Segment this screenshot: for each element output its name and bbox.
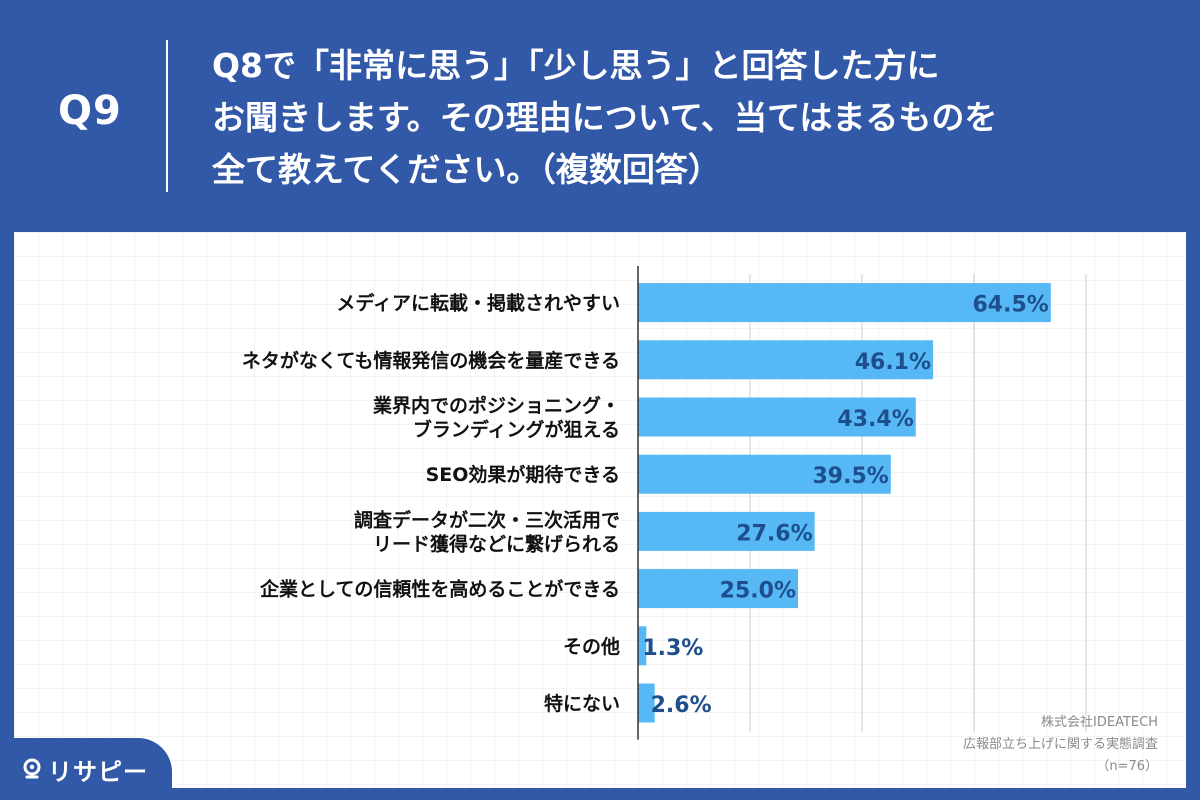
question-line: Q8で「非常に思う」「少し思う」と回答した方に (212, 46, 940, 85)
question-number: Q9 (58, 88, 122, 134)
bar-chart: 64.5% メディアに転載・掲載されやすい 46.1% ネタがなくても情報発信の機会を… (242, 266, 1087, 740)
value-label: 64.5% (972, 293, 1048, 318)
bar (638, 397, 916, 437)
category-label: 企業としての信頼性を高めることができる (259, 578, 620, 601)
credit-sample: （n=76） (1096, 759, 1158, 774)
question-line: お聞きします。その理由について、当てはまるものを (212, 98, 998, 137)
value-label: 27.6% (736, 521, 812, 546)
value-label: 25.0% (720, 579, 796, 604)
question-line: 全て教えてください。（複数回答） (212, 150, 721, 189)
logo-inner: リサピー (22, 752, 148, 787)
credit: 株式会社IDEATECH 広報部立ち上げに関する実態調査 （n=76） (963, 712, 1158, 778)
bar (638, 454, 891, 494)
category-label: ネタがなくても情報発信の機会を量産できる (242, 349, 620, 372)
category-label: SEO効果が期待できる (426, 463, 620, 486)
bar (638, 626, 647, 666)
chart-panel: 64.5% メディアに転載・掲載されやすい 46.1% ネタがなくても情報発信の機会を… (14, 232, 1186, 788)
credit-survey: 広報部立ち上げに関する実態調査 (962, 737, 1158, 752)
header: Q9 Q8で「非常に思う」「少し思う」と回答した方に お聞きします。その理由につ… (0, 0, 1200, 232)
credit-company: 株式会社IDEATECH (1041, 715, 1158, 730)
value-label: 1.3% (642, 636, 703, 661)
category-label: 業界内でのポジショニング・ (372, 394, 620, 417)
value-label: 43.4% (837, 407, 913, 432)
header-divider (166, 40, 168, 192)
bar (638, 569, 798, 609)
value-label: 39.5% (812, 464, 888, 489)
category-label: メディアに転載・掲載されやすい (336, 292, 620, 315)
pin-icon (23, 758, 41, 778)
logo-text: リサピー (48, 758, 148, 786)
bar (638, 283, 1051, 323)
bar (638, 511, 815, 551)
question-text: Q8で「非常に思う」「少し思う」と回答した方に お聞きします。その理由について、… (212, 40, 1172, 196)
category-label: 特にない (544, 693, 620, 715)
category-label: その他 (563, 635, 620, 658)
logo: リサピー (0, 738, 172, 800)
value-label: 46.1% (855, 350, 931, 375)
category-label: ブランディングが狙える (413, 418, 620, 441)
category-label: 調査データが二次・三次活用で (354, 508, 620, 531)
bar (638, 683, 655, 723)
bar (638, 340, 934, 380)
value-label: 2.6% (651, 693, 712, 718)
category-label: リード獲得などに繋げられる (373, 532, 620, 555)
